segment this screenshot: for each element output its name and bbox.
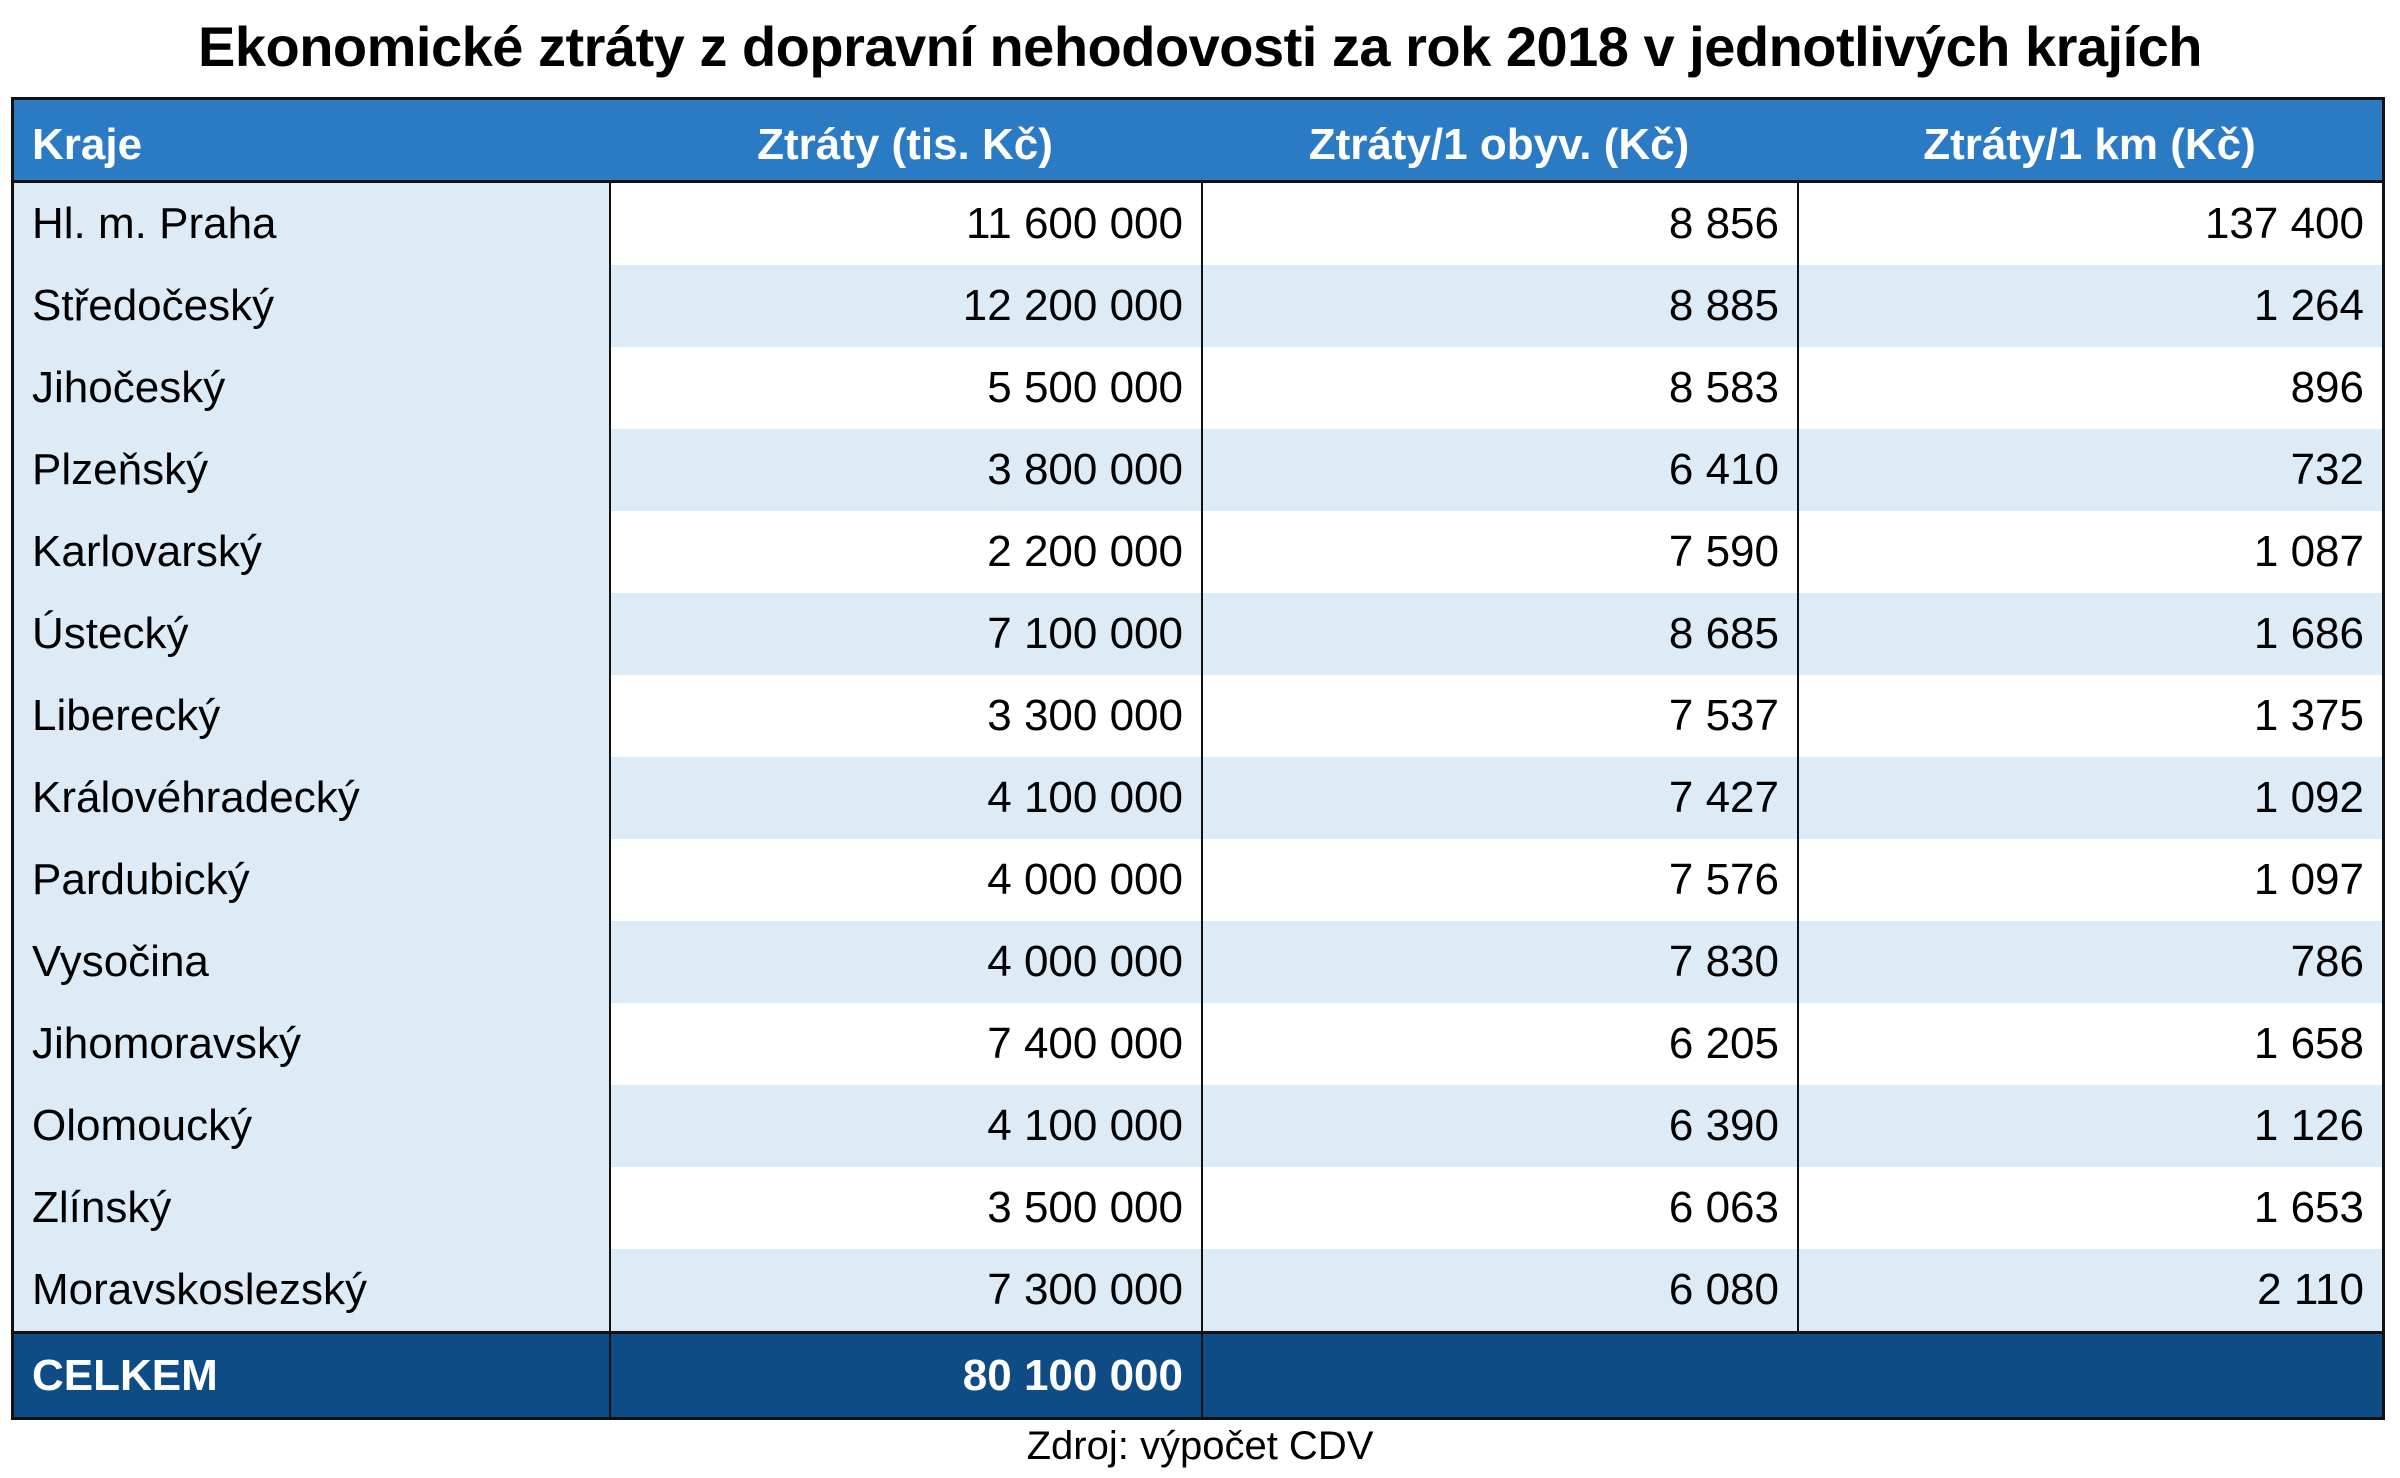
region-name: Vysočina	[14, 921, 609, 1003]
table-row: Jihomoravský 7 400 000 6 205 1 658	[14, 1003, 2382, 1085]
losses-table: Kraje Ztráty (tis. Kč) Ztráty/1 obyv. (K…	[11, 97, 2385, 1420]
losses-value: 4 000 000	[609, 921, 1201, 1003]
losses-value: 4 000 000	[609, 839, 1201, 921]
losses-per-km-value: 896	[1797, 347, 2382, 429]
losses-per-km-value: 1 686	[1797, 593, 2382, 675]
losses-per-km-value: 137 400	[1797, 183, 2382, 265]
region-name: Pardubický	[14, 839, 609, 921]
losses-per-km-value: 1 126	[1797, 1085, 2382, 1167]
table-row: Olomoucký 4 100 000 6 390 1 126	[14, 1085, 2382, 1167]
losses-per-capita-value: 8 856	[1201, 183, 1797, 265]
total-empty-cell	[1201, 1334, 2382, 1417]
losses-value: 4 100 000	[609, 757, 1201, 839]
region-name: Jihočeský	[14, 347, 609, 429]
losses-value: 7 100 000	[609, 593, 1201, 675]
losses-value: 11 600 000	[609, 183, 1201, 265]
column-header-losses-per-capita: Ztráty/1 obyv. (Kč)	[1308, 120, 1690, 169]
losses-value: 2 200 000	[609, 511, 1201, 593]
column-header-region: Kraje	[32, 120, 143, 169]
losses-per-km-value: 1 087	[1797, 511, 2382, 593]
losses-per-km-value: 1 264	[1797, 265, 2382, 347]
table-row: Zlínský 3 500 000 6 063 1 653	[14, 1167, 2382, 1249]
region-name: Liberecký	[14, 675, 609, 757]
table-row: Liberecký 3 300 000 7 537 1 375	[14, 675, 2382, 757]
losses-per-km-value: 1 097	[1797, 839, 2382, 921]
losses-value: 12 200 000	[609, 265, 1201, 347]
losses-per-km-value: 732	[1797, 429, 2382, 511]
table-row: Jihočeský 5 500 000 8 583 896	[14, 347, 2382, 429]
losses-per-capita-value: 6 080	[1201, 1249, 1797, 1331]
table-row: Hl. m. Praha 11 600 000 8 856 137 400	[14, 183, 2382, 265]
column-header-losses: Ztráty (tis. Kč)	[757, 120, 1053, 169]
table-row: Plzeňský 3 800 000 6 410 732	[14, 429, 2382, 511]
total-value: 80 100 000	[609, 1334, 1201, 1417]
losses-per-capita-value: 8 583	[1201, 347, 1797, 429]
losses-value: 3 500 000	[609, 1167, 1201, 1249]
losses-per-km-value: 1 375	[1797, 675, 2382, 757]
losses-per-capita-value: 7 537	[1201, 675, 1797, 757]
region-name: Středočeský	[14, 265, 609, 347]
column-header-losses-per-km: Ztráty/1 km (Kč)	[1923, 120, 2256, 169]
region-name: Olomoucký	[14, 1085, 609, 1167]
region-name: Plzeňský	[14, 429, 609, 511]
region-name: Jihomoravský	[14, 1003, 609, 1085]
losses-per-capita-value: 6 063	[1201, 1167, 1797, 1249]
losses-per-capita-value: 7 590	[1201, 511, 1797, 593]
region-name: Karlovarský	[14, 511, 609, 593]
source-note: Zdroj: výpočet CDV	[1026, 1424, 1374, 1468]
table-row: Karlovarský 2 200 000 7 590 1 087	[14, 511, 2382, 593]
losses-per-capita-value: 7 576	[1201, 839, 1797, 921]
table-row: Vysočina 4 000 000 7 830 786	[14, 921, 2382, 1003]
table-row: Pardubický 4 000 000 7 576 1 097	[14, 839, 2382, 921]
losses-value: 3 300 000	[609, 675, 1201, 757]
losses-per-km-value: 1 658	[1797, 1003, 2382, 1085]
losses-per-km-value: 1 092	[1797, 757, 2382, 839]
table-row: Ústecký 7 100 000 8 685 1 686	[14, 593, 2382, 675]
region-name: Hl. m. Praha	[14, 183, 609, 265]
table-row: Královéhradecký 4 100 000 7 427 1 092	[14, 757, 2382, 839]
losses-value: 3 800 000	[609, 429, 1201, 511]
table-row: Moravskoslezský 7 300 000 6 080 2 110	[14, 1249, 2382, 1331]
losses-per-capita-value: 8 685	[1201, 593, 1797, 675]
total-label: CELKEM	[32, 1350, 218, 1400]
losses-per-capita-value: 7 830	[1201, 921, 1797, 1003]
losses-value: 5 500 000	[609, 347, 1201, 429]
region-name: Ústecký	[14, 593, 609, 675]
table-row: Středočeský 12 200 000 8 885 1 264	[14, 265, 2382, 347]
losses-per-capita-value: 6 390	[1201, 1085, 1797, 1167]
losses-per-km-value: 1 653	[1797, 1167, 2382, 1249]
losses-per-capita-value: 8 885	[1201, 265, 1797, 347]
losses-per-km-value: 786	[1797, 921, 2382, 1003]
region-name: Moravskoslezský	[14, 1249, 609, 1331]
losses-per-km-value: 2 110	[1797, 1249, 2382, 1331]
losses-value: 7 300 000	[609, 1249, 1201, 1331]
losses-value: 7 400 000	[609, 1003, 1201, 1085]
losses-per-capita-value: 7 427	[1201, 757, 1797, 839]
losses-per-capita-value: 6 205	[1201, 1003, 1797, 1085]
page-title: Ekonomické ztráty z dopravní nehodovosti…	[197, 15, 2203, 78]
region-name: Zlínský	[14, 1167, 609, 1249]
total-row: CELKEM 80 100 000	[14, 1331, 2382, 1417]
table-header-row: Kraje Ztráty (tis. Kč) Ztráty/1 obyv. (K…	[14, 100, 2382, 183]
losses-value: 4 100 000	[609, 1085, 1201, 1167]
region-name: Královéhradecký	[14, 757, 609, 839]
losses-per-capita-value: 6 410	[1201, 429, 1797, 511]
